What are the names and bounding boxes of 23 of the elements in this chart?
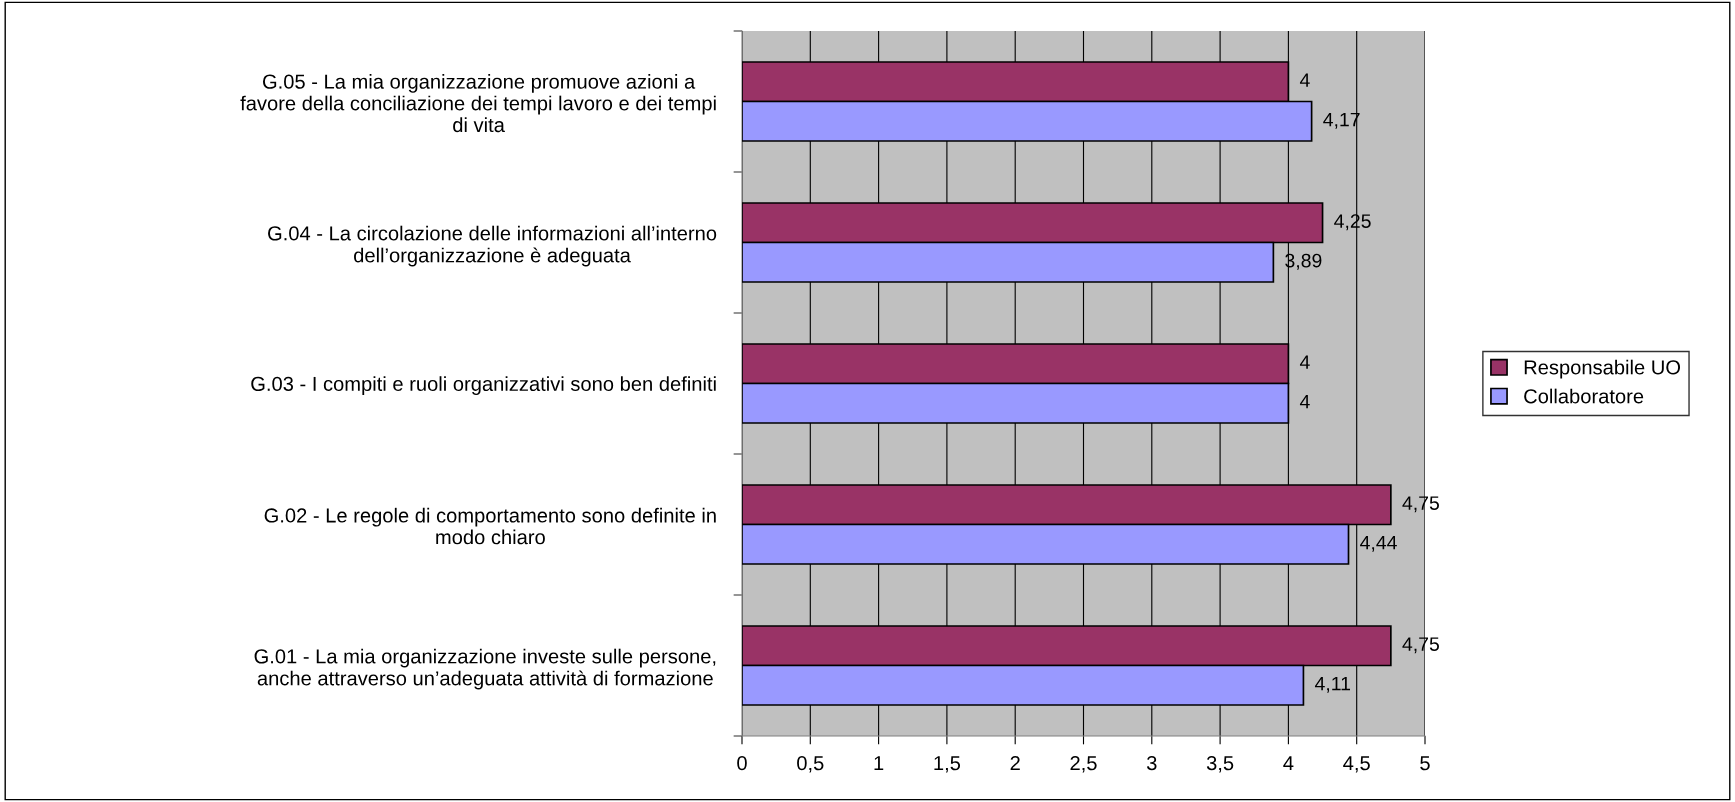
y-tick-label: G.02 - Le regole di comportamento sono definite in modo chiaro <box>264 507 716 545</box>
y-tick-label: G.03 - I compiti e ruoli organizzativi sono ben definiti <box>251 376 716 395</box>
x-tick-label: 1 <box>874 756 884 771</box>
data-label: 4 <box>1299 394 1310 409</box>
data-label: 4,44 <box>1360 535 1397 552</box>
x-tick-label: 1,5 <box>934 756 961 773</box>
x-tick-label: 4 <box>1283 756 1294 771</box>
data-label: 4 <box>1299 355 1310 369</box>
x-tick-label: 3 <box>1146 755 1157 771</box>
x-tick-label: 5 <box>1420 756 1430 771</box>
x-tick-label: 2 <box>1010 755 1020 771</box>
y-tick-label: G.01 - La mia organizzazione investe sulle persone, anche attraverso un’adeguata attività di formazione <box>254 648 716 690</box>
legend-label: Collaboratore <box>1524 388 1644 404</box>
x-tick-label: 0,5 <box>797 755 824 773</box>
legend-label: Responsabile UO <box>1524 359 1681 379</box>
x-tick-label: 0 <box>737 755 747 771</box>
data-label: 4 <box>1299 73 1310 87</box>
y-tick-label: G.04 - La circolazione delle informazioni all’interno dell’organizzazione è adeguata <box>268 225 717 267</box>
data-label: 4,11 <box>1314 676 1350 693</box>
x-tick-label: 3,5 <box>1206 755 1234 773</box>
x-tick-label: 2,5 <box>1070 755 1097 773</box>
y-tick-label: G.05 - La mia organizzazione promuove azioni a favore della conciliazione dei tempi lavoro e dei tempi di vita <box>240 73 716 133</box>
x-tick-label: 4,5 <box>1343 756 1370 773</box>
